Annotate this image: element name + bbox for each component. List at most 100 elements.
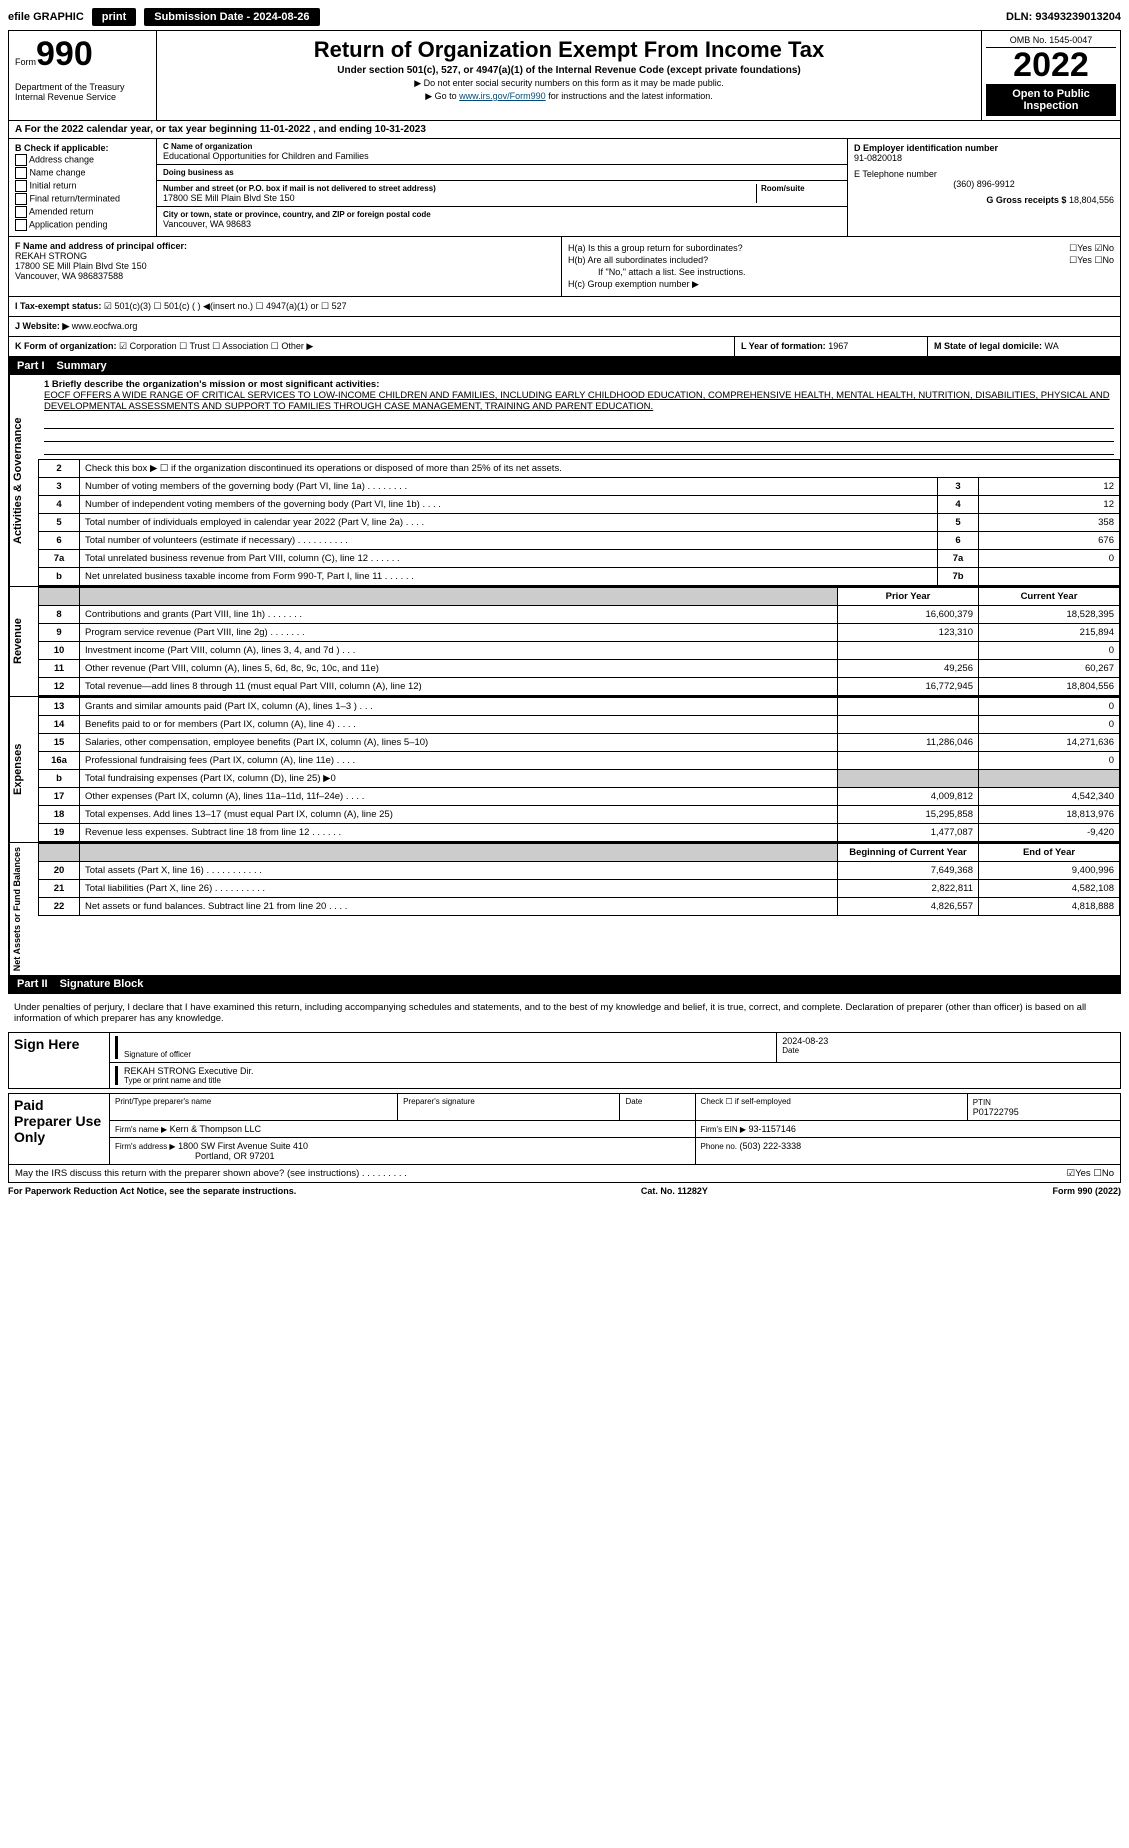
ptin-value: P01722795: [973, 1107, 1019, 1117]
exp-table: 13Grants and similar amounts paid (Part …: [38, 697, 1120, 842]
goto-line: ▶ Go to www.irs.gov/Form990 for instruct…: [161, 91, 977, 102]
hb-label: H(b) Are all subordinates included?: [568, 255, 708, 265]
firm-name: Kern & Thompson LLC: [170, 1124, 261, 1134]
phone-value: (503) 222-3338: [740, 1141, 802, 1151]
sig-date-label: Date: [782, 1046, 1115, 1055]
top-bar: efile GRAPHIC print Submission Date - 20…: [8, 8, 1121, 26]
table-row: 11Other revenue (Part VIII, column (A), …: [39, 660, 1120, 678]
hb-answer: ☐Yes ☐No: [1069, 255, 1114, 266]
table-row: 16aProfessional fundraising fees (Part I…: [39, 752, 1120, 770]
may-irs-answer: ☑Yes ☐No: [1067, 1168, 1114, 1179]
form-number: 990: [36, 35, 93, 73]
may-irs-label: May the IRS discuss this return with the…: [15, 1168, 407, 1179]
goto-post: for instructions and the latest informat…: [546, 91, 713, 101]
self-emp-label: Check ☐ if self-employed: [695, 1094, 967, 1121]
mission-label: 1 Briefly describe the organization's mi…: [44, 379, 1114, 390]
checkbox-line: Application pending: [15, 219, 150, 231]
col-h-group: H(a) Is this a group return for subordin…: [562, 237, 1120, 296]
mission-block: 1 Briefly describe the organization's mi…: [38, 375, 1120, 459]
street-label: Number and street (or P.O. box if mail i…: [163, 184, 756, 193]
officer-print-name: REKAH STRONG Executive Dir.: [124, 1066, 1115, 1076]
tax-year: 2022: [986, 48, 1116, 82]
row-i-tax-status: I Tax-exempt status: ☑ 501(c)(3) ☐ 501(c…: [9, 297, 1120, 317]
prep-date-label: Date: [620, 1094, 695, 1121]
officer-label: F Name and address of principal officer:: [15, 241, 555, 251]
table-row: bTotal fundraising expenses (Part IX, co…: [39, 770, 1120, 788]
form-container: Form990 Department of the Treasury Inter…: [8, 30, 1121, 994]
cat-no: Cat. No. 11282Y: [641, 1186, 708, 1196]
table-row: 5Total number of individuals employed in…: [39, 514, 1120, 532]
dba-label: Doing business as: [163, 168, 841, 177]
print-button[interactable]: print: [92, 8, 136, 26]
table-row: 20Total assets (Part X, line 16) . . . .…: [39, 862, 1120, 880]
irs-label: Internal Revenue Service: [15, 92, 150, 102]
table-row: bNet unrelated business taxable income f…: [39, 568, 1120, 586]
ha-label: H(a) Is this a group return for subordin…: [568, 243, 743, 253]
page-footer: For Paperwork Reduction Act Notice, see …: [8, 1183, 1121, 1199]
table-row: 9Program service revenue (Part VIII, lin…: [39, 624, 1120, 642]
col-c-org-info: C Name of organization Educational Oppor…: [157, 139, 848, 236]
tel-label: E Telephone number: [854, 169, 1114, 179]
irs-link[interactable]: www.irs.gov/Form990: [459, 91, 546, 101]
form-org-opts: ☑ Corporation ☐ Trust ☐ Association ☐ Ot…: [119, 341, 313, 351]
section-b-through-g: B Check if applicable: Address change Na…: [9, 139, 1120, 237]
form-label: Form: [15, 57, 36, 67]
website-url: www.eocfwa.org: [72, 321, 138, 331]
table-header-row: Prior YearCurrent Year: [39, 588, 1120, 606]
sig-date: 2024-08-23: [782, 1036, 1115, 1046]
firm-addr1: 1800 SW First Avenue Suite 410: [178, 1141, 308, 1151]
form-title: Return of Organization Exempt From Incom…: [161, 37, 977, 63]
officer-addr2: Vancouver, WA 986837588: [15, 271, 555, 281]
prep-sig-label: Preparer's signature: [398, 1094, 620, 1121]
checkbox-icon[interactable]: [15, 219, 27, 231]
gross-label: G Gross receipts $: [986, 195, 1066, 205]
form-header: Form990 Department of the Treasury Inter…: [9, 31, 1120, 121]
table-header-row: Beginning of Current YearEnd of Year: [39, 844, 1120, 862]
signature-section: Under penalties of perjury, I declare th…: [8, 998, 1121, 1183]
prep-name-label: Print/Type preparer's name: [110, 1094, 398, 1121]
checkbox-icon[interactable]: [15, 206, 27, 218]
gov-side-label: Activities & Governance: [9, 375, 38, 586]
rev-table: Prior YearCurrent Year8Contributions and…: [38, 587, 1120, 696]
year-block: OMB No. 1545-0047 2022 Open to Public In…: [982, 31, 1120, 120]
checkbox-line: Amended return: [15, 206, 150, 218]
row-k-l-m: K Form of organization: ☑ Corporation ☐ …: [9, 337, 1120, 357]
table-row: 6Total number of volunteers (estimate if…: [39, 532, 1120, 550]
website-label: J Website: ▶: [15, 321, 69, 331]
firm-name-label: Firm's name ▶: [115, 1125, 167, 1134]
form-number-block: Form990 Department of the Treasury Inter…: [9, 31, 157, 120]
table-row: 19Revenue less expenses. Subtract line 1…: [39, 824, 1120, 842]
table-row: 18Total expenses. Add lines 13–17 (must …: [39, 806, 1120, 824]
officer-print-label: Type or print name and title: [124, 1076, 1115, 1085]
room-label: Room/suite: [761, 184, 841, 193]
col-d-e-g: D Employer identification number 91-0820…: [848, 139, 1120, 236]
rev-side-label: Revenue: [9, 587, 38, 696]
firm-ein-label: Firm's EIN ▶: [701, 1125, 746, 1134]
na-side-label: Net Assets or Fund Balances: [9, 843, 38, 975]
table-row: 21Total liabilities (Part X, line 26) . …: [39, 880, 1120, 898]
firm-ein: 93-1157146: [749, 1124, 796, 1134]
firm-addr-label: Firm's address ▶: [115, 1142, 176, 1151]
table-row: 7aTotal unrelated business revenue from …: [39, 550, 1120, 568]
open-to-public: Open to Public Inspection: [986, 84, 1116, 116]
sig-officer-label: Signature of officer: [124, 1050, 771, 1059]
sign-here-table: Sign Here Signature of officer 2024-08-2…: [8, 1032, 1121, 1089]
city-value: Vancouver, WA 98683: [163, 219, 841, 229]
checkbox-icon[interactable]: [15, 167, 27, 179]
form-subtitle: Under section 501(c), 527, or 4947(a)(1)…: [161, 65, 977, 76]
hb-note: If "No," attach a list. See instructions…: [568, 267, 1114, 277]
declaration-text: Under penalties of perjury, I declare th…: [8, 998, 1121, 1028]
table-row: 2Check this box ▶ ☐ if the organization …: [39, 460, 1120, 478]
checkbox-icon[interactable]: [15, 154, 27, 166]
goto-pre: ▶ Go to: [425, 91, 459, 101]
checkbox-line: Final return/terminated: [15, 193, 150, 205]
checkbox-icon[interactable]: [15, 180, 27, 192]
paperwork-notice: For Paperwork Reduction Act Notice, see …: [8, 1186, 296, 1196]
na-table: Beginning of Current YearEnd of Year20To…: [38, 843, 1120, 916]
may-irs-row: May the IRS discuss this return with the…: [8, 1165, 1121, 1183]
part-1-header: Part I Summary: [9, 357, 1120, 375]
sign-here-label: Sign Here: [9, 1033, 110, 1089]
table-row: 17Other expenses (Part IX, column (A), l…: [39, 788, 1120, 806]
submission-date-button[interactable]: Submission Date - 2024-08-26: [144, 8, 319, 26]
checkbox-icon[interactable]: [15, 193, 27, 205]
